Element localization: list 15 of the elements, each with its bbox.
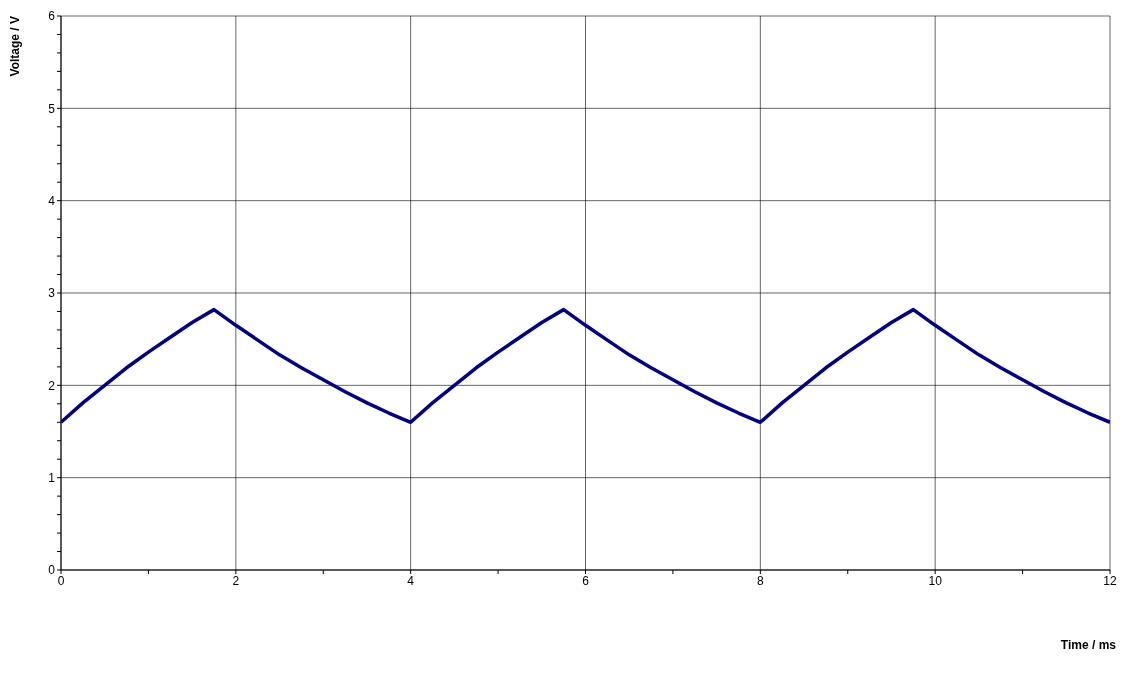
y-tick-label: 6 <box>48 9 56 24</box>
y-tick-label: 4 <box>48 193 56 208</box>
x-tick-label: 6 <box>582 573 590 588</box>
y-tick-label: 2 <box>48 378 56 393</box>
x-tick-label: 12 <box>1103 573 1117 588</box>
y-tick-label: 5 <box>48 101 56 116</box>
x-tick-label: 10 <box>928 573 943 588</box>
x-tick-label: 4 <box>407 573 415 588</box>
x-axis-title: Time / ms <box>1060 638 1116 652</box>
y-tick-label: 0 <box>48 563 56 578</box>
x-tick-label: 8 <box>756 573 764 588</box>
y-tick-label: 3 <box>48 286 56 301</box>
y-tick-label: 1 <box>48 470 56 485</box>
y-axis-title: Voltage / V <box>8 16 22 77</box>
x-tick-label: 2 <box>232 573 240 588</box>
